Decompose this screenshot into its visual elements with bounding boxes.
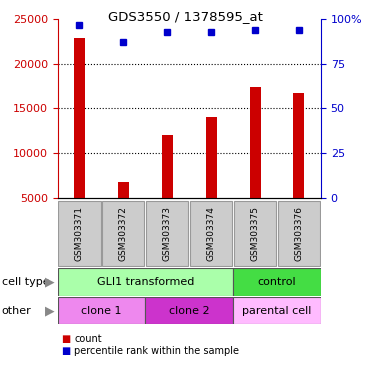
Bar (102, 201, 144, 266)
Bar (58, 297, 145, 324)
Bar (162, 135, 173, 198)
Text: other: other (2, 306, 32, 316)
Bar (118, 182, 129, 198)
Text: control: control (258, 277, 296, 287)
Text: GLI1 transformed: GLI1 transformed (96, 277, 194, 287)
Text: ▶: ▶ (45, 304, 55, 317)
Bar (145, 297, 233, 324)
Text: GSM303373: GSM303373 (163, 206, 172, 261)
Bar (74, 38, 85, 198)
Text: count: count (74, 334, 102, 344)
Bar (233, 297, 321, 324)
Text: clone 1: clone 1 (81, 306, 122, 316)
Text: ■: ■ (61, 334, 70, 344)
Text: cell type: cell type (2, 277, 49, 287)
Text: clone 2: clone 2 (169, 306, 210, 316)
Bar (206, 118, 217, 198)
Bar (58, 268, 233, 296)
Text: GSM303375: GSM303375 (250, 206, 260, 261)
Text: ▶: ▶ (45, 275, 55, 288)
Text: GSM303376: GSM303376 (295, 206, 303, 261)
Text: GSM303372: GSM303372 (119, 206, 128, 261)
Bar (233, 268, 321, 296)
Text: GSM303371: GSM303371 (75, 206, 84, 261)
Bar (190, 201, 232, 266)
Text: ■: ■ (61, 346, 70, 356)
Text: GDS3550 / 1378595_at: GDS3550 / 1378595_at (108, 10, 263, 23)
Bar (234, 201, 276, 266)
Bar (146, 201, 188, 266)
Bar (293, 93, 305, 198)
Bar (250, 87, 260, 198)
Bar (58, 201, 101, 266)
Text: parental cell: parental cell (242, 306, 312, 316)
Bar (278, 201, 320, 266)
Text: percentile rank within the sample: percentile rank within the sample (74, 346, 239, 356)
Text: GSM303374: GSM303374 (207, 206, 216, 261)
